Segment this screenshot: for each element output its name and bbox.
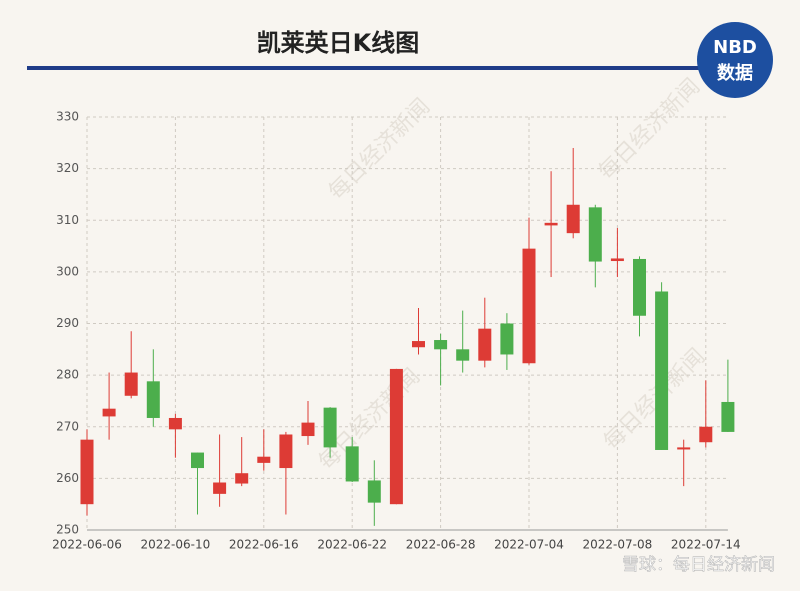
y-tick-label: 310 [56,213,79,227]
candle-body [721,401,735,432]
candle-body [633,258,646,316]
y-tick-label: 260 [56,471,79,485]
candle-body [80,439,94,505]
x-tick-label: 2022-06-28 [406,538,476,552]
candle-body [301,422,315,437]
y-tick-label: 330 [56,110,79,124]
y-tick-label: 280 [56,368,79,382]
candle-body [434,340,448,350]
candle-body [610,258,624,262]
candle-body [412,341,425,348]
y-tick-label: 270 [56,419,79,433]
candle-body [168,417,182,430]
y-tick-label: 290 [56,316,79,330]
plot [80,147,735,526]
candle-body [566,204,580,234]
candle-body [213,482,227,494]
candle-body [478,328,492,361]
candle-body [677,447,691,450]
x-tick-label: 2022-06-06 [52,538,122,552]
candle-body [323,407,337,448]
candle-body [235,473,249,484]
candle-body [257,456,271,463]
candle-body [544,222,558,226]
y-tick-label: 320 [56,161,79,175]
x-tick-label: 2022-06-16 [229,538,299,552]
candle-body [102,408,116,417]
logo-text: 数据 [717,62,753,84]
x-tick-label: 2022-06-10 [141,538,211,552]
candle-body [522,248,536,364]
x-tick-label: 2022-07-04 [494,538,564,552]
candle-body [655,291,669,450]
logo-circle [697,22,773,98]
candle-body [389,368,403,505]
candle-body [500,323,514,355]
y-tick-label: 300 [56,264,79,278]
candle-body [191,452,204,469]
chart-title: 凯莱英日K线图 [257,29,420,57]
candle-body [146,381,160,418]
candle-body [588,207,602,262]
x-tick-label: 2022-07-14 [671,538,741,552]
x-tick-label: 2022-07-08 [583,538,653,552]
candle-body [124,372,138,396]
x-tick-label: 2022-06-22 [317,538,387,552]
candle-body [699,426,713,443]
candle-body [279,434,293,469]
candle-body [367,480,381,503]
logo-text: NBD [713,37,757,58]
footer-watermark: 雪球：每日经济新闻 [622,555,775,575]
candle-body [345,446,359,482]
y-tick-label: 250 [56,523,79,537]
logo: NBD 数据 [697,22,773,98]
candle-body [456,349,470,361]
